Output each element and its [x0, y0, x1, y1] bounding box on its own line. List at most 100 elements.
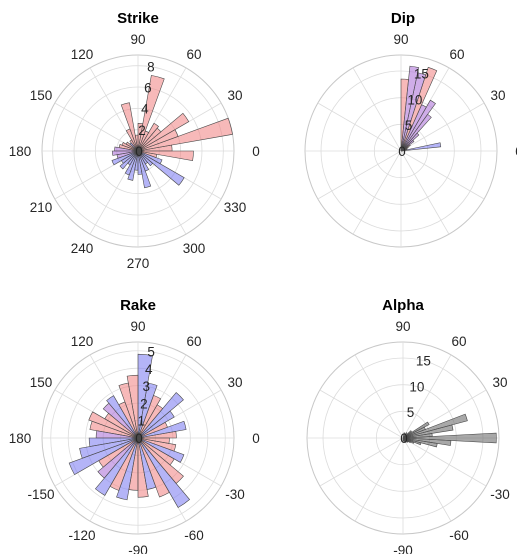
rake-theta-tick-label: 120 [71, 334, 94, 349]
rake-theta-tick-label: 60 [186, 334, 201, 349]
dip-theta-tick-label: 30 [490, 88, 505, 103]
strike-theta-tick-label: 150 [30, 88, 53, 103]
alpha-theta-tick-label: 90 [395, 319, 410, 334]
rake-bar [137, 437, 170, 444]
dip-theta-tick-label: 90 [393, 32, 408, 47]
rake-theta-tick-label: -120 [68, 528, 95, 543]
dip-theta-gridline [400, 102, 485, 152]
strike-theta-tick-label: 180 [9, 144, 32, 159]
strike-theta-tick-label: 210 [30, 200, 53, 215]
dip-r-tick-label: 0 [398, 144, 406, 159]
alpha-r-tick-label: 0 [400, 431, 408, 446]
alpha-theta-tick-label: 30 [492, 375, 507, 390]
alpha-bar [402, 430, 412, 439]
rake-bar [137, 437, 177, 452]
alpha-theta-gridline [319, 389, 404, 439]
strike-theta-tick-label: 0 [252, 144, 260, 159]
rake-theta-tick-label: -150 [27, 487, 54, 502]
strike-theta-tick-label: 30 [227, 88, 242, 103]
strike-r-tick-label: 0 [135, 144, 143, 159]
rake-theta-tick-label: 150 [30, 375, 53, 390]
strike-theta-tick-label: 240 [71, 241, 94, 256]
strike-bar [127, 150, 139, 181]
strike-bar [137, 112, 190, 152]
alpha-theta-tick-label: 60 [451, 334, 466, 349]
strike-bar [137, 117, 233, 152]
rake-r-tick-label: 2 [140, 396, 148, 411]
strike-bar [137, 122, 159, 152]
rake-r-tick-label: 1 [138, 414, 146, 429]
dip-bar [400, 78, 409, 152]
strike-theta-tick-label: 330 [224, 200, 247, 215]
strike-bar [137, 75, 165, 152]
alpha-bar [402, 421, 430, 439]
dip-r-tick-label: 15 [414, 66, 429, 81]
rake-theta-tick-label: 30 [227, 375, 242, 390]
dip-bar [400, 66, 438, 152]
alpha-theta-gridline [319, 437, 404, 487]
alpha-bar [402, 432, 408, 439]
dip-bar [400, 99, 436, 152]
dip-title: Dip [391, 10, 415, 27]
rake-theta-tick-label: 0 [252, 431, 260, 446]
dip-theta-gridline [400, 150, 485, 200]
rake-bar [106, 395, 139, 439]
rake-theta-tick-label: -60 [184, 528, 204, 543]
strike-theta-tick-label: 120 [71, 47, 94, 62]
dip-r-tick-label: 10 [407, 92, 422, 107]
rake-polar-plot: 0 30 60 90 120 150 180 -150 -120 -90 -60 -30 0 1 2 3 4 5 [9, 319, 260, 554]
rake-title: Rake [120, 297, 156, 314]
dip-theta-tick-label: 60 [449, 47, 464, 62]
alpha-r-tick-label: 5 [407, 405, 415, 420]
rake-bar [137, 392, 184, 439]
dip-polar-plot: 0 30 60 90 0 5 10 15 [304, 32, 517, 248]
alpha-theta-tick-label: -90 [393, 543, 413, 554]
rake-bar [89, 420, 139, 439]
strike-r-tick-label: 8 [147, 60, 155, 75]
dip-theta-gridline [352, 150, 402, 235]
rake-bar [68, 437, 139, 476]
alpha-polar-plot: -90-60-300306090051015 [306, 319, 510, 554]
strike-theta-tick-label: 60 [186, 47, 201, 62]
alpha-title: Alpha [382, 297, 424, 314]
rake-r-tick-label: 4 [145, 362, 153, 377]
dip-bar [400, 142, 442, 152]
strike-bar [137, 150, 194, 161]
rake-theta-tick-label: 90 [130, 319, 145, 334]
rake-bar [137, 353, 153, 439]
rake-theta-tick-label: -90 [128, 543, 148, 554]
strike-title: Strike [117, 10, 159, 27]
strike-bar [137, 122, 144, 152]
alpha-theta-gridline [354, 437, 404, 522]
alpha-theta-gridline [402, 437, 487, 487]
alpha-bar [402, 432, 406, 439]
strike-bar [137, 150, 185, 186]
strike-theta-tick-label: 300 [183, 241, 206, 256]
alpha-theta-gridline [402, 437, 452, 522]
rake-r-tick-label: 3 [143, 379, 151, 394]
strike-bar [119, 150, 139, 170]
rake-bar [137, 437, 191, 508]
alpha-theta-gridline [354, 354, 404, 439]
alpha-theta-tick-label: -30 [490, 487, 510, 502]
strike-theta-tick-label: 270 [127, 256, 150, 271]
rake-bar [137, 437, 185, 463]
strike-r-tick-label: 6 [144, 81, 152, 96]
dip-bar [400, 65, 420, 152]
rake-theta-tick-label: -30 [225, 487, 245, 502]
strike-r-tick-label: 2 [138, 123, 146, 138]
alpha-bar [402, 432, 497, 444]
alpha-r-tick-label: 10 [409, 379, 424, 394]
dip-theta-tick-label: 0 [515, 144, 517, 159]
rake-theta-tick-label: 180 [9, 431, 32, 446]
dip-theta-gridline [400, 150, 450, 235]
alpha-theta-tick-label: -60 [449, 528, 469, 543]
alpha-theta-gridline [402, 354, 452, 439]
alpha-r-tick-label: 15 [416, 353, 431, 368]
dip-theta-gridline [352, 67, 402, 152]
strike-polar-plot: 0 30 60 90 120 150 180 210 240 270 300 330 0 2 4 6 8 [9, 32, 260, 271]
strike-theta-tick-label: 90 [130, 32, 145, 47]
rake-bar [88, 411, 139, 439]
strike-r-tick-label: 4 [141, 102, 149, 117]
